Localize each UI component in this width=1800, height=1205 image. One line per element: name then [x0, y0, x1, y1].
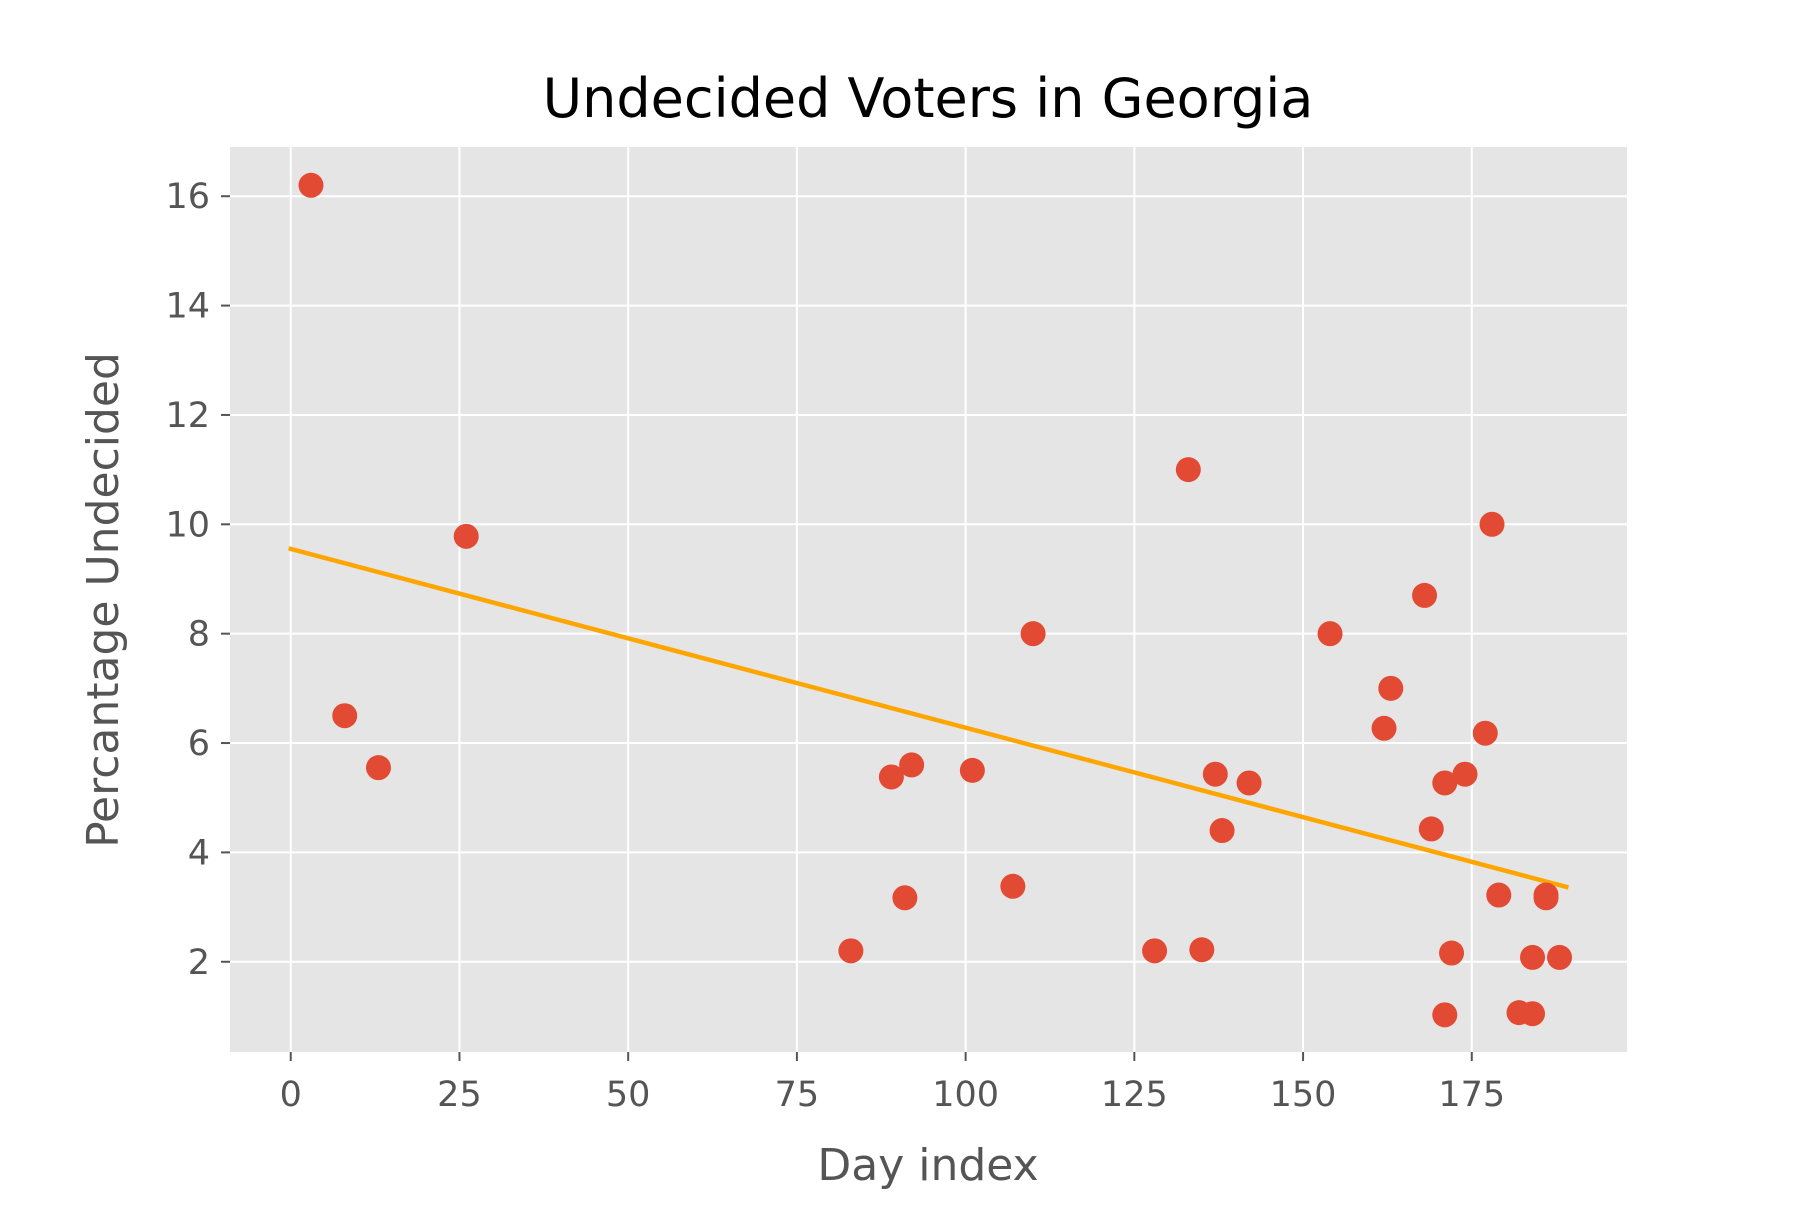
scatter-point — [1479, 511, 1505, 537]
y-tick-label: 12 — [165, 396, 210, 436]
scatter-point — [1432, 770, 1458, 796]
data-points — [298, 172, 1573, 1028]
scatter-point — [838, 938, 864, 964]
y-tick-label: 14 — [165, 287, 210, 327]
scatter-point — [1486, 882, 1512, 908]
trendline — [287, 546, 1570, 890]
scatter-point — [1236, 770, 1262, 796]
scatter-point — [1378, 675, 1404, 701]
x-tick-label: 100 — [932, 1075, 999, 1115]
scatter-point — [1520, 1001, 1546, 1027]
scatter-point — [1472, 720, 1498, 746]
scatter-point — [1020, 621, 1046, 647]
x-axis-label: Day index — [817, 1140, 1038, 1191]
scatter-point — [1209, 818, 1235, 844]
scatter-point — [1439, 940, 1465, 966]
scatter-point — [899, 752, 925, 778]
scatter-point — [332, 703, 358, 729]
y-axis-ticks: 2 4 6 8 10 12 14 16 — [165, 177, 230, 983]
scatter-point — [1189, 937, 1215, 963]
scatter-point — [1202, 761, 1228, 787]
x-tick-label: 0 — [280, 1075, 302, 1115]
x-tick-label: 125 — [1101, 1075, 1168, 1115]
x-tick-label: 175 — [1438, 1075, 1505, 1115]
y-tick-label: 6 — [188, 724, 210, 764]
x-tick-label: 150 — [1270, 1075, 1337, 1115]
x-tick-label: 25 — [437, 1075, 482, 1115]
scatter-point — [298, 172, 324, 198]
scatter-point — [453, 523, 479, 549]
scatter-point — [1317, 621, 1343, 647]
scatter-point — [1000, 873, 1026, 899]
scatter-point — [1418, 816, 1444, 842]
y-tick-label: 4 — [188, 833, 210, 873]
x-tick-label: 75 — [775, 1075, 820, 1115]
grid — [230, 147, 1627, 1052]
y-tick-label: 16 — [165, 177, 210, 217]
scatter-point — [1520, 944, 1546, 970]
y-axis-label: Percantage Undecided — [78, 352, 129, 848]
y-tick-label: 2 — [188, 943, 210, 983]
scatter-point — [1371, 715, 1397, 741]
scatter-point — [1533, 882, 1559, 908]
scatter-point — [1412, 582, 1438, 608]
scatter-point — [878, 764, 904, 790]
trendline-group — [287, 546, 1570, 890]
scatter-point — [1432, 1002, 1458, 1028]
y-tick-label: 10 — [165, 505, 210, 545]
scatter-point — [365, 755, 391, 781]
x-tick-label: 50 — [606, 1075, 651, 1115]
scatter-point — [1452, 761, 1478, 787]
plot-background — [230, 147, 1627, 1052]
scatter-point — [959, 757, 985, 783]
x-axis-ticks: 0 25 50 75 100 125 150 175 — [280, 1052, 1505, 1115]
y-tick-label: 8 — [188, 615, 210, 655]
chart-title: Undecided Voters in Georgia — [543, 67, 1314, 130]
scatter-point — [1175, 457, 1201, 483]
scatter-point — [1142, 938, 1168, 964]
scatter-point — [892, 885, 918, 911]
scatter-point — [1547, 944, 1573, 970]
